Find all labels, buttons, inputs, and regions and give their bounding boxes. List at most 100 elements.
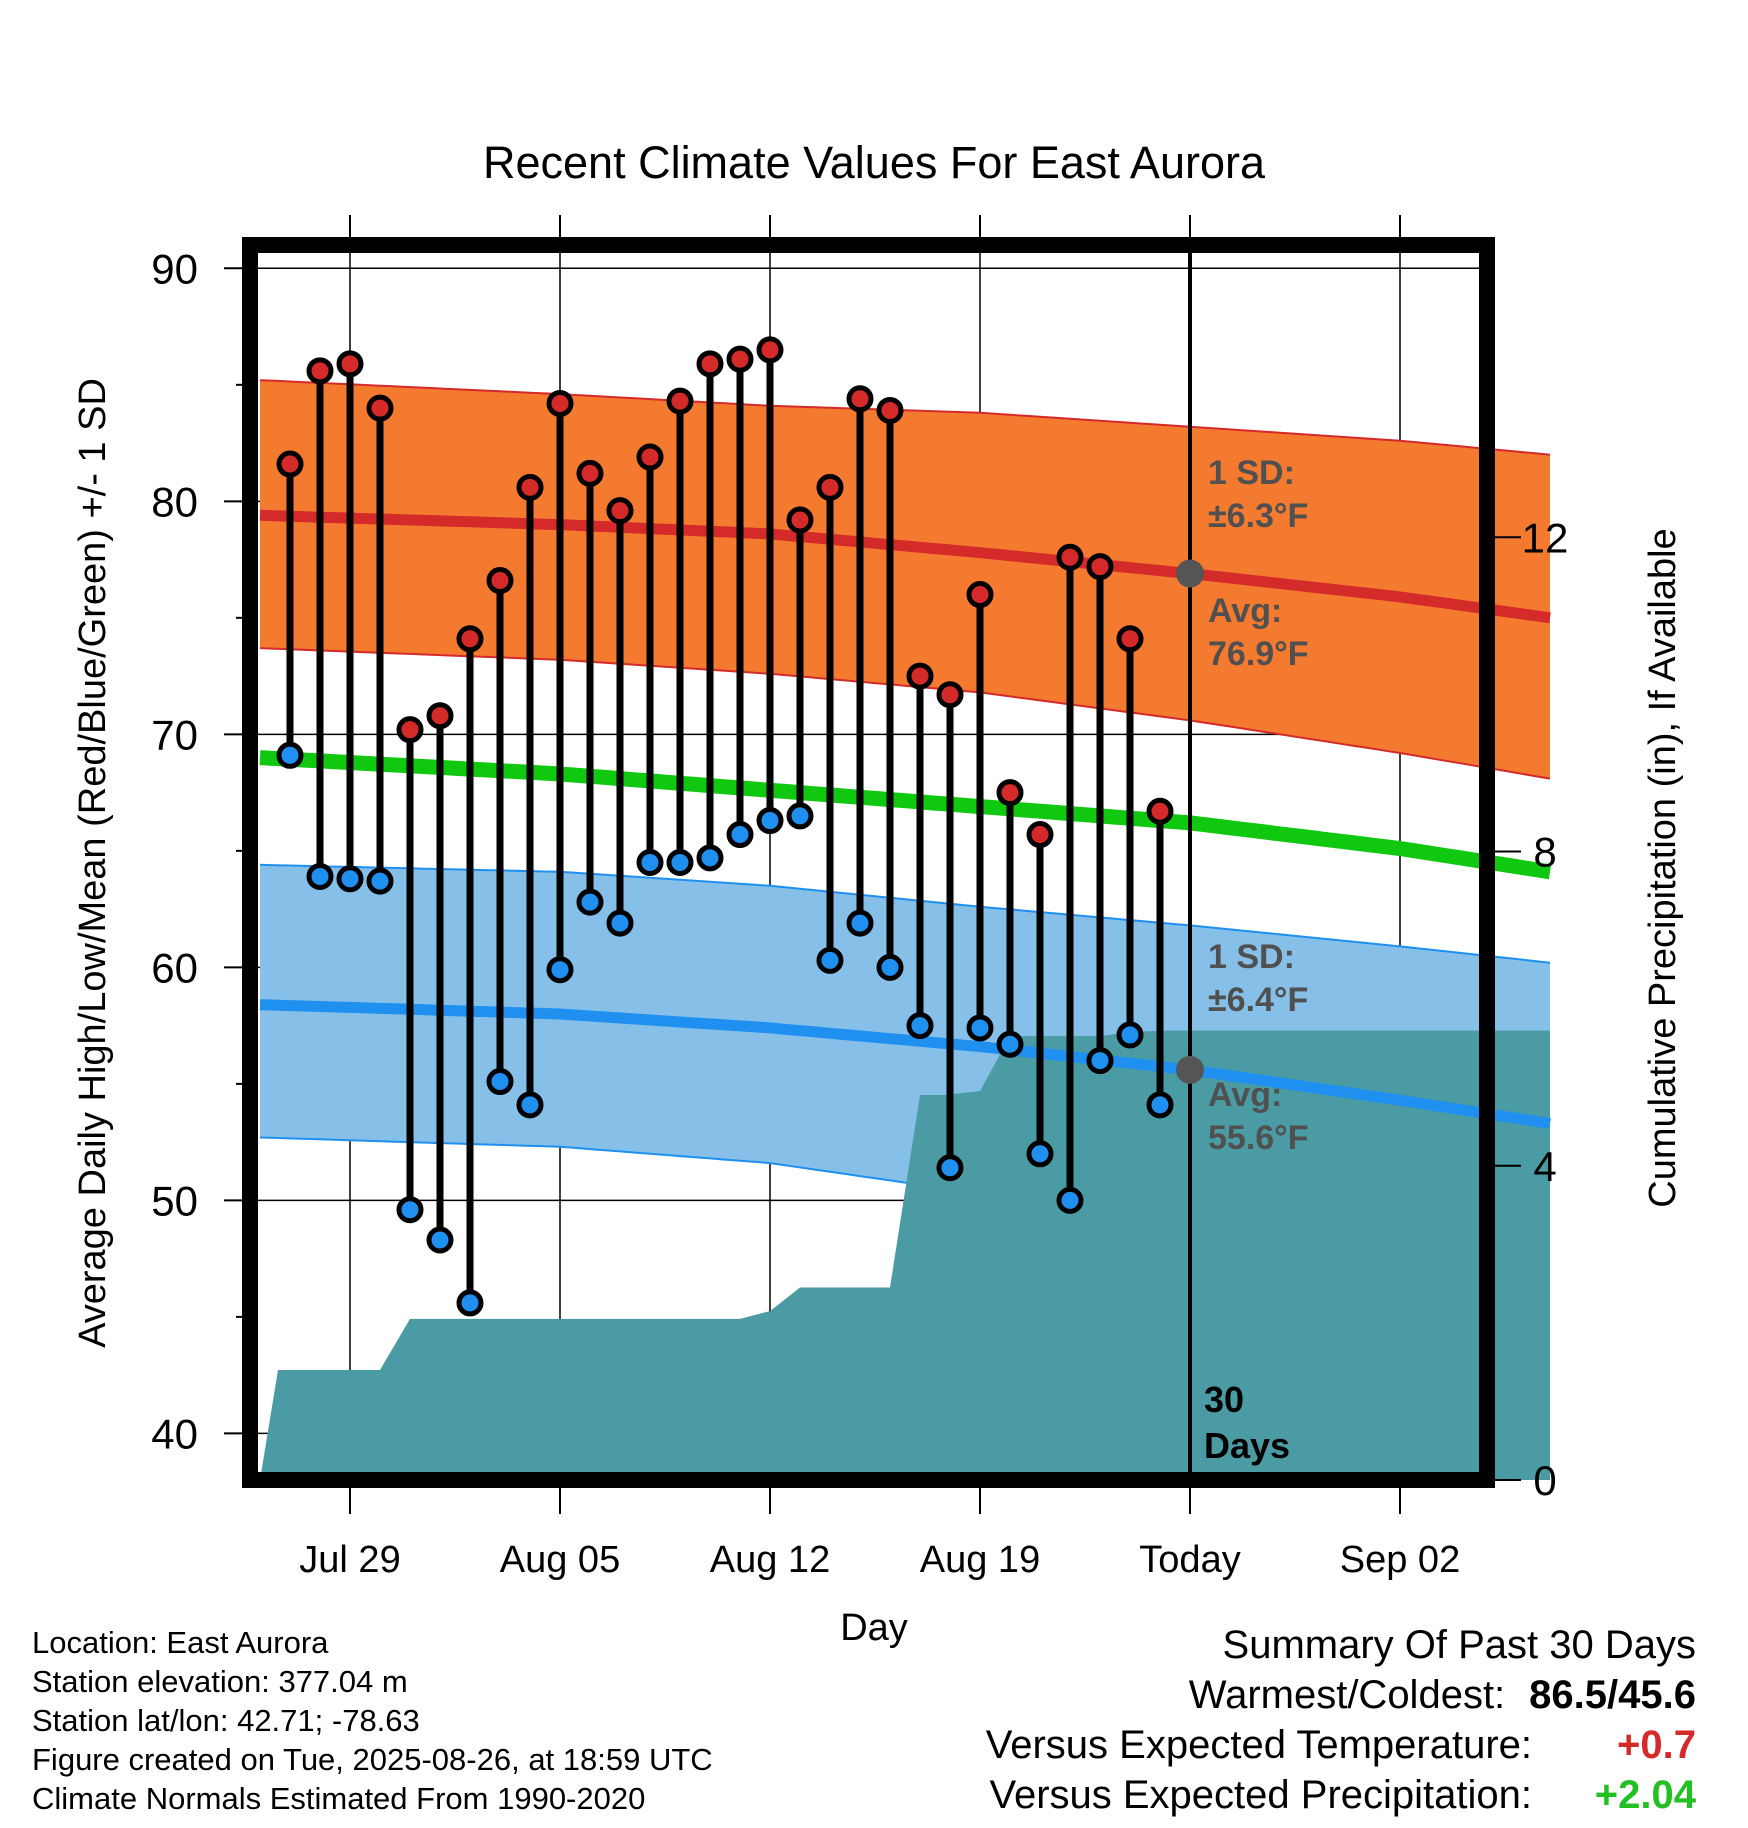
daily-high-point xyxy=(756,336,784,364)
daily-high-point xyxy=(576,459,604,487)
daily-low-point xyxy=(1026,1140,1054,1168)
latlon-text: Station lat/lon: 42.71; -78.63 xyxy=(32,1703,420,1738)
y-tick-label: 60 xyxy=(151,944,198,991)
daily-low-point xyxy=(906,1012,934,1040)
daily-low-point xyxy=(516,1091,544,1119)
daily-low-point xyxy=(336,865,364,893)
daily-high-point xyxy=(636,443,664,471)
y-tick-label: 70 xyxy=(151,711,198,758)
x-tick-label: Aug 12 xyxy=(710,1539,830,1581)
daily-low-point xyxy=(756,807,784,835)
daily-low-point xyxy=(936,1154,964,1182)
daily-high-point xyxy=(456,625,484,653)
daily-low-point xyxy=(1146,1091,1174,1119)
y-axis-label: Average Daily High/Low/Mean (Red/Blue/Gr… xyxy=(72,378,114,1348)
high-avg-value: 76.9°F xyxy=(1208,635,1309,673)
precip-value: +2.04 xyxy=(1594,1773,1696,1817)
daily-high-point xyxy=(306,357,334,385)
summary-precip: Versus Expected Precipitation: +2.04 xyxy=(986,1770,1696,1820)
y-tick-label: 50 xyxy=(151,1177,198,1224)
precipitation-area xyxy=(260,1030,1550,1480)
created-text: Figure created on Tue, 2025-08-26, at 18… xyxy=(32,1742,713,1777)
y2-tick-label: 0 xyxy=(1533,1457,1556,1504)
low-avg-value: 55.6°F xyxy=(1208,1119,1309,1157)
daily-low-point xyxy=(636,849,664,876)
elevation-text: Station elevation: 377.04 m xyxy=(32,1664,408,1699)
high-avg-marker xyxy=(1176,559,1204,588)
daily-low-point xyxy=(576,888,604,916)
low-avg-label: Avg: xyxy=(1208,1076,1282,1114)
y2-tick-label: 8 xyxy=(1533,829,1556,876)
daily-low-point xyxy=(366,867,394,895)
daily-low-point xyxy=(726,821,754,849)
x-tick-label: Sep 02 xyxy=(1340,1539,1460,1581)
axes: 40 50 60 70 80 90 0 4 8 12 Jul 29 Aug 05 Aug 12 Aug 1… xyxy=(151,215,1568,1581)
temp-value: +0.7 xyxy=(1617,1723,1696,1767)
precip-area xyxy=(260,1030,1550,1480)
daily-high-point xyxy=(996,779,1024,807)
y2-tick-label: 12 xyxy=(1522,514,1569,561)
annotations: 1 SD: ±6.3°F Avg: 76.9°F 1 SD: ±6.4°F Avg: 55.6… xyxy=(1176,245,1309,1480)
normal-high-line xyxy=(259,509,1551,624)
daily-high-point xyxy=(516,473,544,501)
daily-low-point xyxy=(396,1196,424,1224)
daily-high-point xyxy=(816,473,844,501)
high-avg-label: Avg: xyxy=(1208,592,1282,630)
summary-panel: Summary Of Past 30 Days Warmest/Coldest:… xyxy=(986,1620,1696,1820)
low-avg-marker xyxy=(1176,1055,1204,1084)
daily-high-point xyxy=(1116,625,1144,653)
high-sd-label: 1 SD: xyxy=(1208,454,1295,492)
daily-low-point xyxy=(426,1226,454,1254)
x-tick-label: Aug 19 xyxy=(920,1539,1040,1581)
daily-high-point xyxy=(726,345,754,373)
daily-high-point xyxy=(1056,543,1084,571)
x-tick-label: Aug 05 xyxy=(500,1539,620,1581)
daily-high-point xyxy=(1086,553,1114,581)
high-band-lower-edge xyxy=(259,647,1551,780)
daily-low-point xyxy=(276,741,304,769)
daily-low-point xyxy=(1086,1047,1114,1075)
daily-low-point xyxy=(486,1068,514,1096)
low-band-upper-edge xyxy=(259,863,1551,964)
normal-low-line xyxy=(259,999,1551,1129)
daily-high-point xyxy=(936,681,964,709)
high-band-upper-edge xyxy=(259,379,1551,456)
high-sd-band xyxy=(260,380,1550,779)
daily-low-point xyxy=(456,1289,484,1317)
daily-high-point xyxy=(426,702,454,730)
y-tick-label: 90 xyxy=(151,245,198,292)
daily-low-point xyxy=(1056,1186,1084,1214)
daily-high-point xyxy=(1146,797,1174,825)
daily-low-point xyxy=(786,802,814,830)
daily-low-point xyxy=(666,849,694,876)
warm-cold-label: Warmest/Coldest: xyxy=(1188,1673,1506,1717)
daily-high-point xyxy=(336,350,364,378)
summary-temp: Versus Expected Temperature: +0.7 xyxy=(986,1720,1696,1770)
plot-frame xyxy=(242,237,1495,1488)
daily-high-point xyxy=(966,581,994,609)
daily-low-point xyxy=(1116,1021,1144,1049)
daily-low-point xyxy=(846,909,874,937)
daily-high-point xyxy=(276,450,304,478)
summary-warm-cold: Warmest/Coldest: 86.5/45.6 xyxy=(986,1670,1696,1720)
high-sd-value: ±6.3°F xyxy=(1208,497,1308,535)
daily-high-point xyxy=(366,394,394,422)
summary-title: Summary Of Past 30 Days xyxy=(1222,1623,1696,1667)
station-info: Location: East Aurora Station elevation:… xyxy=(32,1623,713,1818)
daily-high-point xyxy=(486,567,514,595)
low-sd-label: 1 SD: xyxy=(1208,938,1295,976)
daily-high-point xyxy=(546,389,574,417)
x-tick-label: Jul 29 xyxy=(299,1539,400,1581)
warm-cold-value: 86.5/45.6 xyxy=(1529,1673,1696,1717)
y-tick-label: 80 xyxy=(151,478,198,525)
daily-high-point xyxy=(846,385,874,413)
daily-high-point xyxy=(786,506,814,534)
temp-label: Versus Expected Temperature: xyxy=(985,1723,1532,1767)
daily-high-point xyxy=(876,396,904,424)
daily-low-point xyxy=(966,1014,994,1042)
daily-low-point xyxy=(546,956,574,984)
daily-high-point xyxy=(696,350,724,378)
daily-high-point xyxy=(906,662,934,690)
daily-observations xyxy=(276,336,1174,1317)
